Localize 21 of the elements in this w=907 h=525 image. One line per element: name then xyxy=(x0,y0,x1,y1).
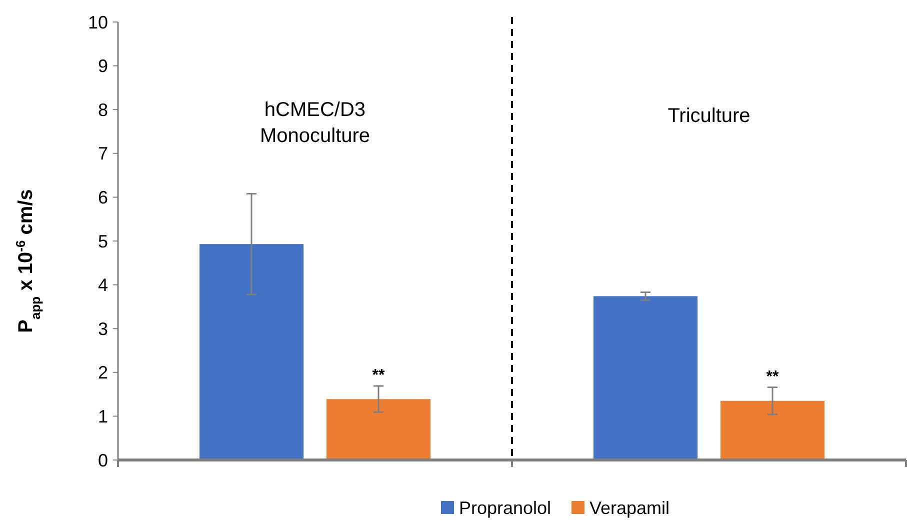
annotation: ** xyxy=(372,366,386,384)
y-tick-label: 2 xyxy=(98,362,108,383)
y-tick-label: 0 xyxy=(98,450,108,470)
x-tick-label: hCMEC/D3 Monoculture xyxy=(260,99,370,147)
x-tick-label: Triculture xyxy=(668,105,750,127)
y-tick-label: 8 xyxy=(98,100,108,120)
y-tick-label: 5 xyxy=(98,231,108,252)
bar xyxy=(594,296,698,460)
y-tick-label: 9 xyxy=(98,56,108,76)
y-tick-label: 3 xyxy=(98,318,108,339)
legend-label: Verapamil xyxy=(590,498,670,518)
y-tick-label: 1 xyxy=(98,406,108,426)
y-tick-label: 7 xyxy=(98,144,108,164)
bar xyxy=(326,399,430,460)
y-tick-label: 6 xyxy=(98,188,108,208)
legend-label: Propranolol xyxy=(459,498,552,518)
y-tick-label: 10 xyxy=(88,12,108,32)
bar xyxy=(720,400,824,460)
annotation: ** xyxy=(766,368,780,386)
bar xyxy=(200,244,304,460)
y-tick-label: 4 xyxy=(98,275,108,296)
